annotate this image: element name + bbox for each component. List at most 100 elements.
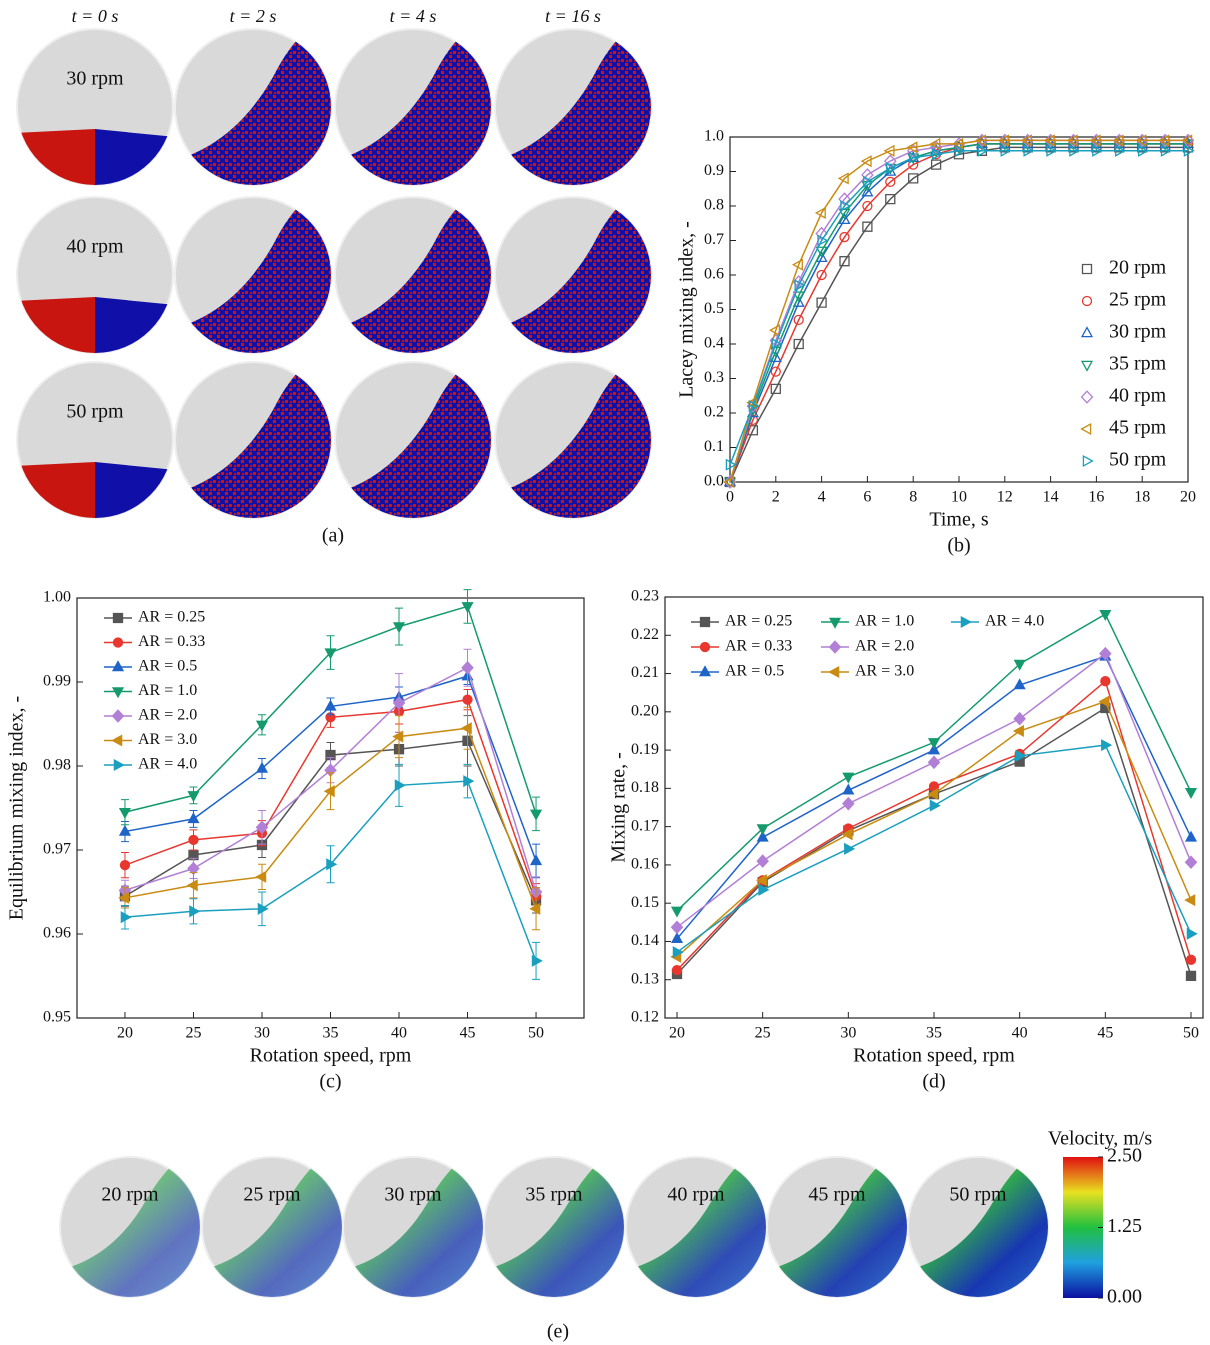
marker	[906, 141, 918, 154]
marker	[1043, 134, 1055, 147]
marker	[1098, 695, 1110, 708]
legend-marker	[111, 660, 125, 672]
column-header: t = 0 s	[72, 6, 119, 26]
x-axis-label: Rotation speed, rpm	[853, 1045, 1015, 1067]
y-tick-label: 0.22	[631, 626, 659, 643]
marker	[672, 946, 684, 959]
marker	[1012, 724, 1024, 738]
drum-content	[17, 462, 173, 518]
particle-snapshot	[494, 196, 652, 354]
x-tick-label: 4	[818, 489, 826, 506]
mixed-bed	[335, 197, 491, 353]
colorbar	[1063, 1157, 1103, 1298]
particle-snapshot	[334, 28, 492, 186]
marker	[977, 144, 989, 157]
x-tick-label: 6	[863, 489, 871, 506]
x-tick-label: 30	[254, 1025, 270, 1042]
legend-marker	[828, 640, 842, 654]
series-line	[676, 679, 1192, 971]
particle-snapshot	[16, 361, 174, 519]
legend-label: AR = 0.5	[725, 663, 784, 680]
marker	[1183, 144, 1195, 157]
y-tick-label: 0.1	[704, 438, 724, 455]
marker	[1092, 144, 1104, 157]
marker	[1184, 830, 1198, 842]
y-tick-label: 0.12	[631, 1009, 659, 1026]
marker	[842, 783, 855, 795]
y-tick-label: 0.16	[631, 856, 659, 873]
marker	[975, 134, 987, 147]
drum-content	[335, 362, 491, 518]
legend-marker	[699, 641, 711, 653]
y-tick-label: 0.97	[43, 841, 71, 858]
marker	[839, 231, 850, 243]
marker	[770, 383, 781, 395]
y-tick-label: 0.95	[43, 1009, 71, 1026]
marker	[1015, 749, 1027, 762]
marker	[861, 168, 874, 182]
drum-content	[343, 1157, 483, 1297]
marker	[816, 269, 827, 281]
marker	[756, 824, 769, 836]
y-tick-label: 0.13	[631, 970, 659, 987]
legend-marker	[113, 758, 125, 772]
marker	[188, 849, 199, 861]
speed-label: 35 rpm	[525, 1184, 583, 1206]
mixed-bed	[175, 197, 331, 353]
marker	[1013, 659, 1026, 671]
marker	[460, 722, 472, 735]
marker	[908, 151, 920, 164]
speed-label: 25 rpm	[243, 1184, 301, 1206]
y-axis-label: Lacey mixing index, -	[676, 221, 698, 398]
marker	[1046, 144, 1058, 157]
marker	[794, 279, 806, 292]
marker	[952, 137, 964, 150]
legend-label: AR = 1.0	[855, 613, 914, 630]
marker	[189, 905, 201, 918]
marker	[1101, 739, 1113, 752]
marker	[838, 213, 851, 225]
marker	[1099, 646, 1112, 661]
y-tick-label: 0.17	[631, 817, 659, 834]
marker	[841, 828, 853, 841]
marker	[257, 902, 269, 915]
speed-label: 50 rpm	[949, 1184, 1007, 1206]
y-tick-label: 0.8	[704, 197, 724, 214]
mixed-bed	[335, 29, 491, 185]
y-axis-label: Equilibrium mixing index, -	[6, 696, 28, 920]
marker	[863, 175, 875, 188]
blue-bed	[95, 462, 173, 518]
marker	[860, 155, 872, 168]
caption: (a)	[322, 525, 344, 547]
marker	[861, 185, 874, 197]
legend-label: 30 rpm	[1109, 321, 1167, 343]
marker	[815, 246, 828, 258]
marker	[998, 134, 1010, 147]
marker	[1013, 711, 1026, 726]
mixed-bed	[495, 197, 651, 353]
marker	[758, 883, 770, 896]
marker	[1135, 134, 1147, 147]
marker	[324, 699, 337, 711]
legend-label: AR = 4.0	[138, 756, 197, 773]
marker	[791, 258, 803, 271]
y-tick-label: 0.4	[704, 335, 724, 352]
velocity-snapshot	[483, 1156, 625, 1298]
marker	[255, 870, 267, 883]
marker	[792, 291, 805, 303]
marker	[119, 859, 131, 871]
marker	[756, 854, 769, 868]
marker	[255, 761, 269, 773]
marker	[793, 314, 804, 325]
marker	[1185, 970, 1197, 982]
legend-marker	[1080, 326, 1094, 338]
x-tick-label: 25	[185, 1025, 201, 1042]
mixed-bed	[495, 29, 651, 185]
drum-content	[202, 1157, 342, 1297]
column-header: t = 16 s	[545, 6, 601, 26]
legend-label: AR = 0.33	[138, 633, 205, 650]
x-tick-label: 18	[1134, 489, 1150, 506]
y-tick-label: 0.98	[43, 757, 71, 774]
marker	[187, 791, 200, 803]
